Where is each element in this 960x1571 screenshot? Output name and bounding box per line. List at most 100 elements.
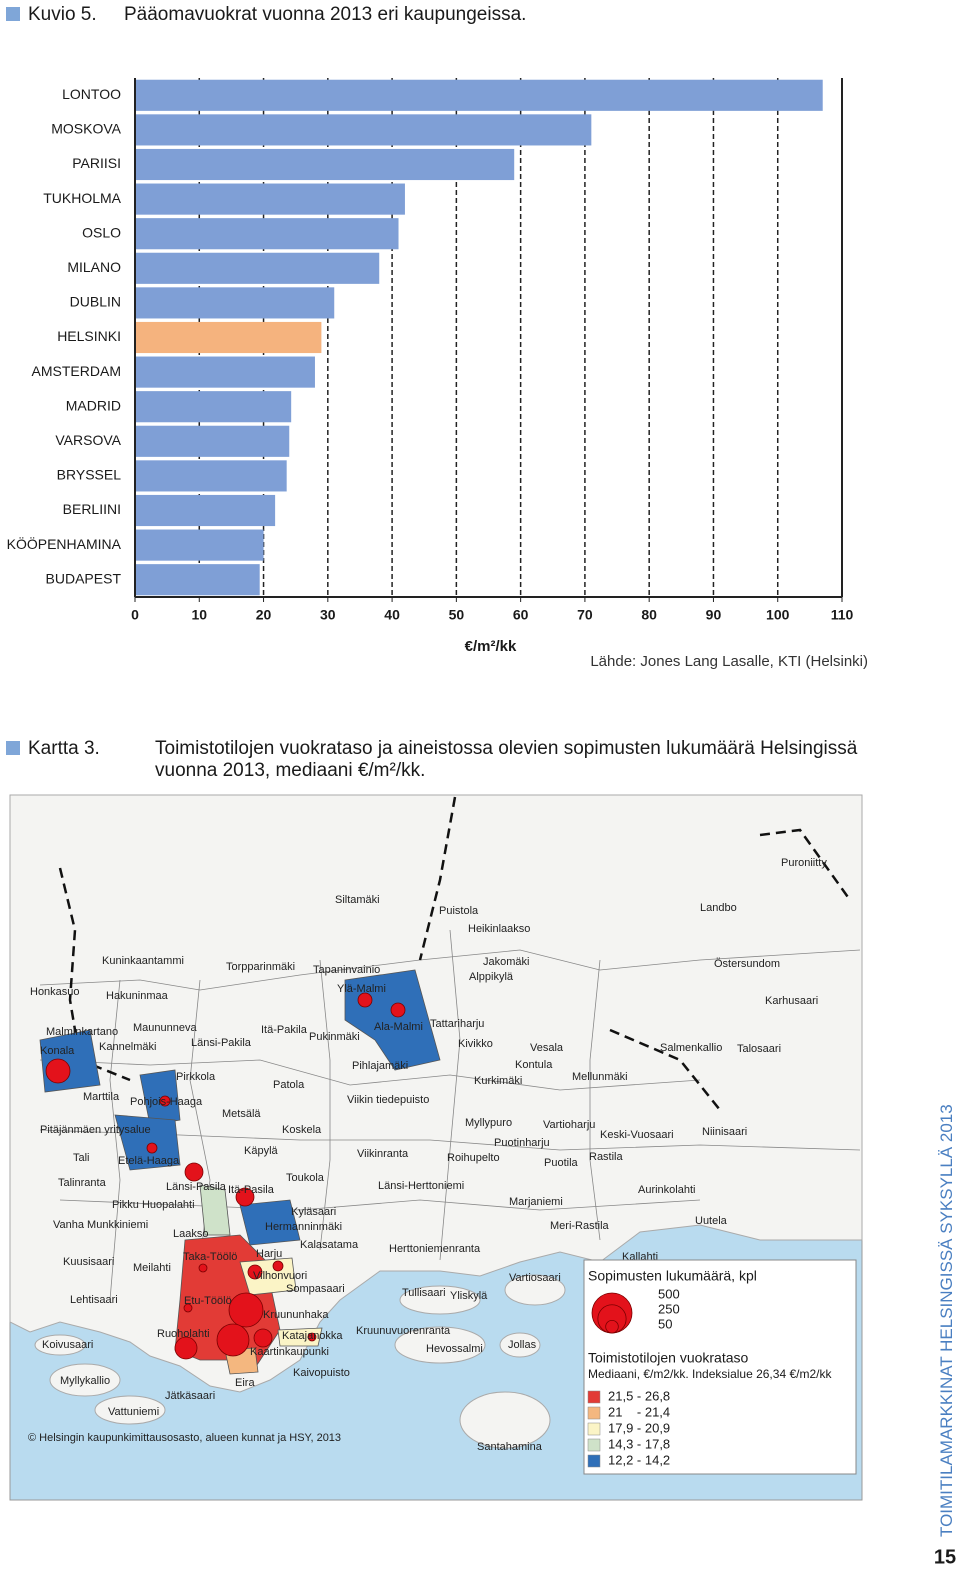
- place-label: Kuusisaari: [63, 1256, 114, 1268]
- island: [504, 1274, 566, 1306]
- place-label: Itä-Pasila: [228, 1184, 275, 1196]
- place-label: Ala-Malmi: [374, 1021, 423, 1033]
- bar: [136, 425, 290, 457]
- bar-chart: 0 10 20 30 40 50 60 70 80 90 100 110 LONTOO MOSKOVA PA…: [7, 78, 854, 655]
- contract-circle: [174, 1336, 198, 1360]
- place-label: Koskela: [282, 1124, 322, 1136]
- place-label: Vesala: [530, 1042, 564, 1054]
- legend-size-label: 50: [658, 1316, 672, 1331]
- island: [49, 1363, 121, 1397]
- place-label: Hakuninmaa: [106, 990, 169, 1002]
- place-label: Alppikylä: [469, 971, 514, 983]
- figure-label: Kuvio 5.: [28, 4, 97, 25]
- place-label: Viikin tiedepuisto: [347, 1094, 429, 1106]
- place-label: Siltamäki: [335, 894, 380, 906]
- bar: [136, 148, 515, 181]
- bar: [136, 252, 380, 284]
- y-tick-label: TUKHOLMA: [43, 190, 121, 206]
- y-tick-label: VARSOVA: [55, 432, 121, 448]
- contract-circle: [198, 1263, 208, 1273]
- contract-circle: [272, 1260, 284, 1272]
- place-label: Karhusaari: [765, 995, 818, 1007]
- contract-circle: [253, 1328, 273, 1348]
- place-label: Vattuniemi: [108, 1406, 159, 1418]
- place-label: Koivusaari: [42, 1339, 93, 1351]
- place-label: Ruoholahti: [157, 1328, 210, 1340]
- legend-subtitle: Mediaani, €/m2/kk. Indeksialue 26,34 €/m…: [588, 1367, 832, 1381]
- place-label: Patola: [273, 1079, 305, 1091]
- copyright: © Helsingin kaupunkimittausosasto, aluee…: [28, 1432, 341, 1444]
- place-label: Puotinharju: [494, 1137, 550, 1149]
- bar: [136, 321, 322, 354]
- place-label: Viikinranta: [357, 1148, 409, 1160]
- place-label: Pitäjänmäen yritysalue: [40, 1124, 151, 1136]
- x-tick-label: 100: [766, 607, 790, 623]
- place-label: Yliskylä: [450, 1290, 488, 1302]
- place-label: Jätkäsaari: [165, 1390, 215, 1402]
- x-tick-label: 90: [706, 607, 722, 623]
- place-label: Roihupelto: [447, 1152, 500, 1164]
- contract-circle: [390, 1002, 406, 1018]
- page-number: 15: [934, 1546, 956, 1568]
- place-label: Kaivopuisto: [293, 1367, 350, 1379]
- place-label: Pirkkola: [176, 1071, 216, 1083]
- legend-title: Sopimusten lukumäärä, kpl: [588, 1268, 757, 1284]
- place-label: Meri-Rastila: [550, 1220, 610, 1232]
- place-label: Jollas: [508, 1339, 537, 1351]
- place-label: Kontula: [515, 1059, 553, 1071]
- contract-circle: [216, 1323, 250, 1357]
- legend-size-label: 250: [658, 1301, 680, 1316]
- caption-marker: [6, 741, 20, 755]
- y-tick-label: BUDAPEST: [46, 570, 122, 586]
- legend-label: 17,9 - 20,9: [608, 1420, 670, 1435]
- bar: [136, 79, 823, 111]
- place-label: Tapaninvainio: [313, 964, 380, 976]
- island: [459, 1391, 551, 1449]
- y-tick-label: BERLIINI: [63, 501, 121, 517]
- place-label: Konala: [40, 1045, 75, 1057]
- place-label: Malminkartano: [46, 1026, 118, 1038]
- legend-size-label: 500: [658, 1286, 680, 1301]
- figure-title: Pääomavuokrat vuonna 2013 eri kaupungeis…: [124, 4, 526, 25]
- island: [394, 1326, 486, 1364]
- bar: [136, 564, 260, 596]
- place-label: Puroniitty: [781, 857, 827, 869]
- place-label: Taka-Töölö: [183, 1251, 237, 1263]
- place-label: Myllykallio: [60, 1375, 110, 1387]
- place-label: Talosaari: [737, 1043, 781, 1055]
- place-label: Honkasuo: [30, 986, 80, 998]
- place-label: Kyläsaari: [291, 1206, 336, 1218]
- place-label: Ylä-Malmi: [337, 983, 386, 995]
- y-tick-label: PARIISI: [72, 155, 121, 171]
- bar: [136, 287, 335, 319]
- y-tick-label: LONTOO: [62, 86, 121, 102]
- place-label: Tullisaari: [402, 1287, 446, 1299]
- place-label: Länsi-Herttoniemi: [378, 1180, 464, 1192]
- running-title: TOIMITILAMARKKINAT HELSINGISSÄ SYKSYLLÄ …: [937, 1104, 956, 1537]
- place-label: Puotila: [544, 1157, 579, 1169]
- place-label: Salmenkallio: [660, 1042, 722, 1054]
- place-label: Tattariharju: [430, 1018, 484, 1030]
- place-label: Herttoniemenranta: [389, 1243, 481, 1255]
- contract-circle: [235, 1187, 255, 1207]
- place-label: Pihlajamäki: [352, 1060, 408, 1072]
- place-label: Pukinmäki: [309, 1031, 360, 1043]
- legend-swatch: [587, 1422, 601, 1436]
- bar: [136, 529, 264, 561]
- y-tick-label: BRYSSEL: [57, 467, 122, 483]
- contract-circle: [159, 1095, 171, 1107]
- place-label: Lehtisaari: [70, 1294, 118, 1306]
- x-tick-label: 10: [191, 607, 207, 623]
- island: [94, 1395, 166, 1425]
- place-label: Vartiosaari: [509, 1272, 561, 1284]
- bar: [136, 114, 592, 146]
- legend-label: 12,2 - 14,2: [608, 1452, 670, 1467]
- place-label: Sompasaari: [286, 1283, 345, 1295]
- place-label: Pikku Huopalahti: [112, 1199, 195, 1211]
- place-label: Itä-Pakila: [261, 1024, 308, 1036]
- place-label: Vilhonvuori: [253, 1270, 307, 1282]
- place-label: Kurkimäki: [474, 1075, 522, 1087]
- y-tick-label: AMSTERDAM: [32, 363, 121, 379]
- place-label: Käpylä: [244, 1145, 279, 1157]
- place-label: Kuninkaantammi: [102, 955, 184, 967]
